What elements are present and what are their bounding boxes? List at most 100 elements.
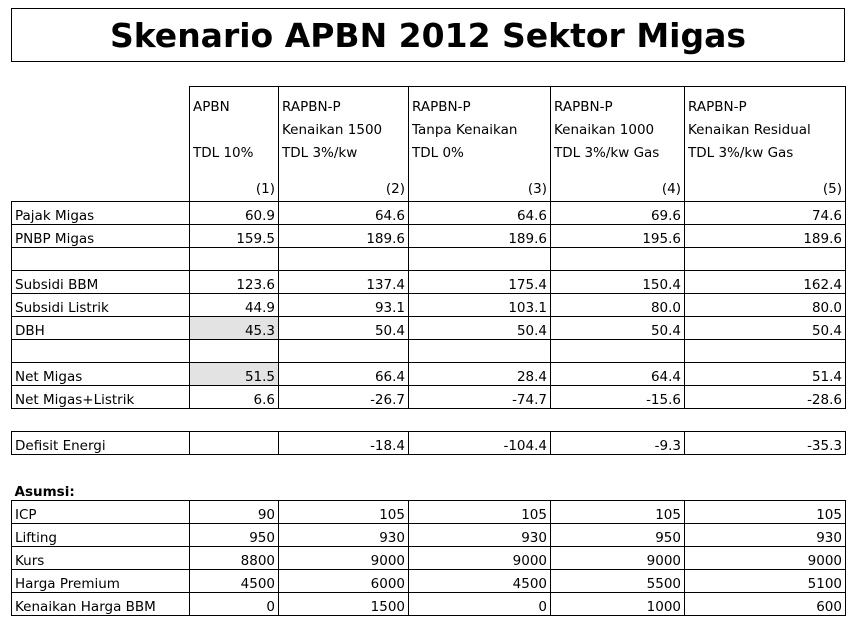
table-cell: 64.4 — [550, 362, 685, 386]
header-line: TDL 3%/kw Gas — [688, 145, 794, 161]
table-cell: 950 — [189, 523, 279, 547]
table-cell: 9000 — [278, 546, 409, 570]
table-cell: 195.6 — [550, 224, 685, 248]
header-line: RAPBN-P — [688, 99, 747, 115]
table-cell-highlighted: 45.3 — [189, 316, 279, 340]
table-cell: 103.1 — [408, 293, 551, 317]
asumsi-heading: Asumsi: — [14, 484, 75, 500]
row-icp: ICP 90 105 105 105 105 — [11, 500, 846, 524]
header-line: RAPBN-P — [282, 99, 341, 115]
table-cell: 930 — [408, 523, 551, 547]
row-net-migas-listrik: Net Migas+Listrik 6.6 -26.7 -74.7 -15.6 … — [11, 385, 846, 409]
table-cell: 105 — [550, 500, 685, 524]
table-cell: 93.1 — [278, 293, 409, 317]
row-label: PNBP Migas — [11, 224, 190, 248]
row-harga-premium: Harga Premium 4500 6000 4500 5500 5100 — [11, 569, 846, 593]
table-cell: 600 — [684, 592, 846, 616]
table-cell: -35.3 — [684, 431, 846, 455]
row-kurs: Kurs 8800 9000 9000 9000 9000 — [11, 546, 846, 570]
header-line: RAPBN-P — [412, 99, 471, 115]
row-subsidi-listrik: Subsidi Listrik 44.9 93.1 103.1 80.0 80.… — [11, 293, 846, 317]
header-col-2: RAPBN-P Kenaikan 1500 TDL 3%/kw (2) — [278, 86, 409, 202]
row-label: DBH — [11, 316, 190, 340]
table-cell: -28.6 — [684, 385, 846, 409]
table-cell: 0 — [408, 592, 551, 616]
table-cell: 50.4 — [550, 316, 685, 340]
header-line: Tanpa Kenaikan — [412, 122, 518, 138]
table-cell: 189.6 — [408, 224, 551, 248]
table-cell: 105 — [684, 500, 846, 524]
table-cell: 4500 — [408, 569, 551, 593]
header-line: TDL 0% — [412, 145, 464, 161]
header-col-4: RAPBN-P Kenaikan 1000 TDL 3%/kw Gas (4) — [550, 86, 685, 202]
table-cell: 1000 — [550, 592, 685, 616]
table-cell: -9.3 — [550, 431, 685, 455]
table-cell: 8800 — [189, 546, 279, 570]
row-dbh: DBH 45.3 50.4 50.4 50.4 50.4 — [11, 316, 846, 340]
row-label: Subsidi Listrik — [11, 293, 190, 317]
header-col-1: APBN TDL 10% (1) — [189, 86, 279, 202]
table-cell: 6000 — [278, 569, 409, 593]
header-line: TDL 3%/kw Gas — [554, 145, 660, 161]
table-cell: 930 — [278, 523, 409, 547]
page-title: Skenario APBN 2012 Sektor Migas — [109, 15, 747, 55]
header-line: APBN — [193, 99, 230, 115]
table-cell: -18.4 — [278, 431, 409, 455]
header-num: (5) — [822, 181, 842, 197]
row-label: ICP — [11, 500, 190, 524]
table-cell: 150.4 — [550, 270, 685, 294]
table-cell: 50.4 — [408, 316, 551, 340]
table-cell: -26.7 — [278, 385, 409, 409]
table-cell: 950 — [550, 523, 685, 547]
header-line: RAPBN-P — [554, 99, 613, 115]
asumsi-heading-row: Asumsi: — [12, 478, 846, 501]
row-label: Pajak Migas — [11, 201, 190, 225]
table-cell: 9000 — [408, 546, 551, 570]
table-cell: 5500 — [550, 569, 685, 593]
table-cell: 74.6 — [684, 201, 846, 225]
empty-row — [11, 339, 846, 363]
table-cell: 80.0 — [684, 293, 846, 317]
table-cell: 44.9 — [189, 293, 279, 317]
empty-row — [11, 247, 846, 271]
table-cell: -104.4 — [408, 431, 551, 455]
header-col-3: RAPBN-P Tanpa Kenaikan TDL 0% (3) — [408, 86, 551, 202]
table-cell: 80.0 — [550, 293, 685, 317]
table-cell: 9000 — [550, 546, 685, 570]
row-label: Kenaikan Harga BBM — [11, 592, 190, 616]
table-cell: 90 — [189, 500, 279, 524]
table-cell — [189, 431, 279, 455]
table-cell: 51.4 — [684, 362, 846, 386]
header-num: (2) — [385, 181, 405, 197]
row-label: Defisit Energi — [11, 431, 190, 455]
table-cell-highlighted: 51.5 — [189, 362, 279, 386]
table-cell: 162.4 — [684, 270, 846, 294]
table-cell: 64.6 — [408, 201, 551, 225]
row-pnbp-migas: PNBP Migas 159.5 189.6 189.6 195.6 189.6 — [11, 224, 846, 248]
header-line: Kenaikan Residual — [688, 122, 811, 138]
header-line: Kenaikan 1500 — [282, 122, 383, 138]
spacer-row — [12, 455, 846, 478]
table-cell: 137.4 — [278, 270, 409, 294]
table-cell: 60.9 — [189, 201, 279, 225]
row-pajak-migas: Pajak Migas 60.9 64.6 64.6 69.6 74.6 — [11, 201, 846, 225]
table-cell: 189.6 — [684, 224, 846, 248]
header-col-5: RAPBN-P Kenaikan Residual TDL 3%/kw Gas … — [684, 86, 846, 202]
row-kenaikan-harga-bbm: Kenaikan Harga BBM 0 1500 0 1000 600 — [11, 592, 846, 616]
spacer-row — [12, 409, 846, 432]
table-cell: 159.5 — [189, 224, 279, 248]
table-cell: 6.6 — [189, 385, 279, 409]
table-cell: 1500 — [278, 592, 409, 616]
row-lifting: Lifting 950 930 930 950 930 — [11, 523, 846, 547]
scenario-table: APBN TDL 10% (1) RAPBN-P Kenaikan 1500 T… — [11, 86, 846, 616]
table-cell: -15.6 — [550, 385, 685, 409]
row-label: Kurs — [11, 546, 190, 570]
row-defisit-energi: Defisit Energi -18.4 -104.4 -9.3 -35.3 — [11, 431, 846, 455]
table-cell: 69.6 — [550, 201, 685, 225]
header-line: TDL 3%/kw — [282, 145, 358, 161]
table-cell: 64.6 — [278, 201, 409, 225]
table-cell: 4500 — [189, 569, 279, 593]
table-cell: 50.4 — [278, 316, 409, 340]
header-num: (1) — [255, 181, 275, 197]
table-cell: 123.6 — [189, 270, 279, 294]
